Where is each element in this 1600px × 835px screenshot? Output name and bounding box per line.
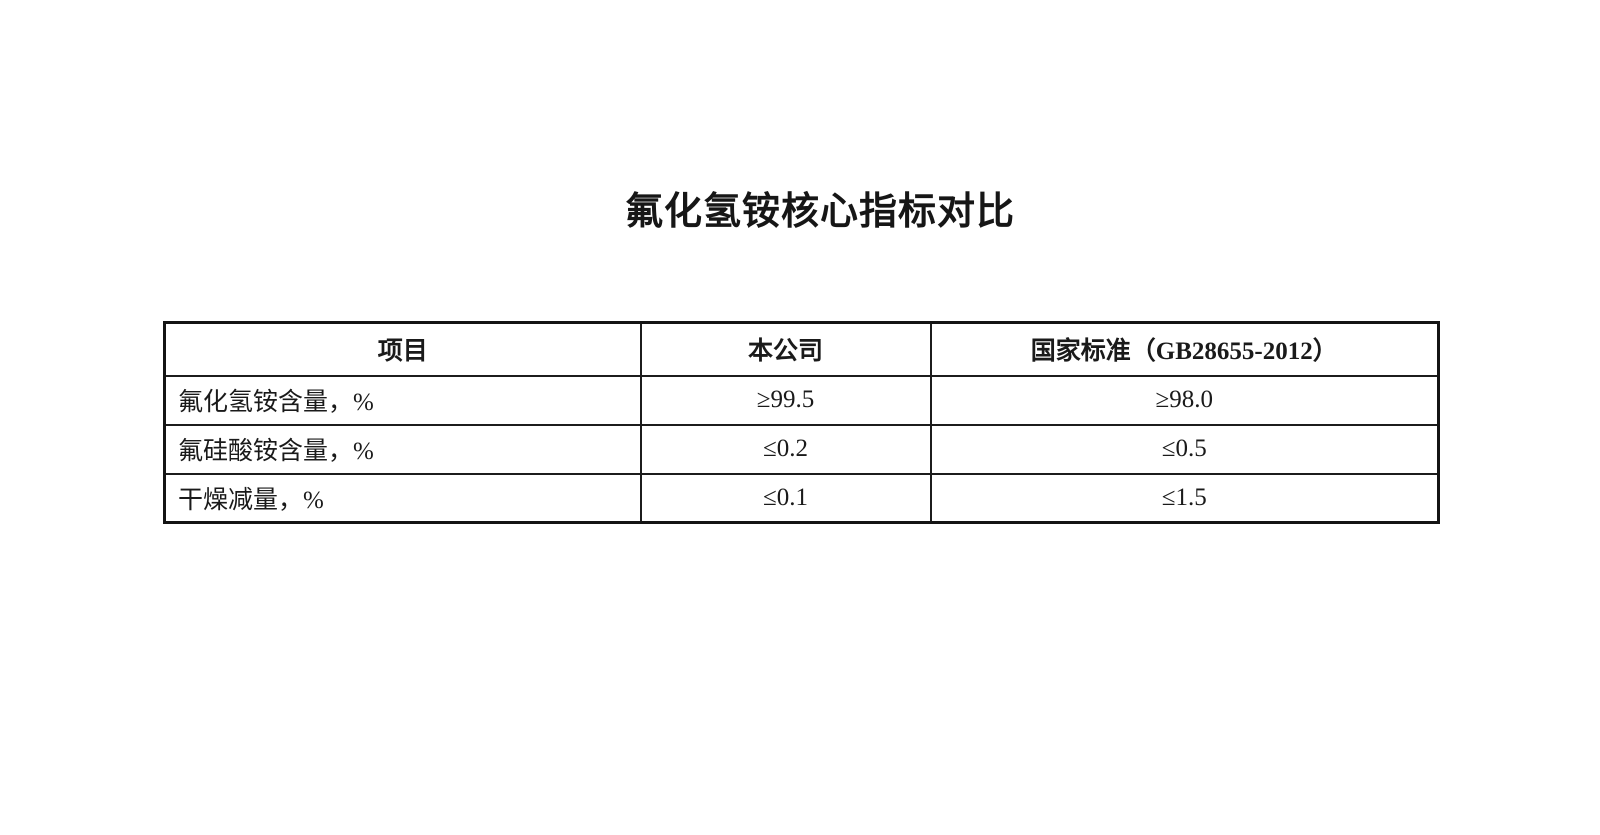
page-title: 氟化氢铵核心指标对比 (624, 191, 1015, 233)
row-label: 氟化氢铵含量，% (163, 374, 642, 426)
spec-comparison-table: 项目 本公司 国家标准（GB28655-2012） 氟化氢铵含量，% ≥99.5… (163, 321, 1440, 524)
table-row: 氟硅酸铵含量，% ≤0.2 ≤0.5 (163, 423, 1440, 475)
column-header-item: 项目 (163, 321, 642, 377)
row-value-national: ≤1.5 (929, 472, 1440, 524)
column-header-company: 本公司 (639, 321, 932, 377)
row-value-national: ≤0.5 (929, 423, 1440, 475)
table-row: 氟化氢铵含量，% ≥99.5 ≥98.0 (163, 374, 1440, 426)
column-header-national-standard: 国家标准（GB28655-2012） (929, 321, 1440, 377)
row-value-company: ≤0.1 (639, 472, 932, 524)
table-row: 干燥减量，% ≤0.1 ≤1.5 (163, 472, 1440, 524)
table-header-row: 项目 本公司 国家标准（GB28655-2012） (163, 321, 1440, 377)
row-label: 干燥减量，% (163, 472, 642, 524)
row-value-national: ≥98.0 (929, 374, 1440, 426)
row-value-company: ≤0.2 (639, 423, 932, 475)
row-value-company: ≥99.5 (639, 374, 932, 426)
row-label: 氟硅酸铵含量，% (163, 423, 642, 475)
